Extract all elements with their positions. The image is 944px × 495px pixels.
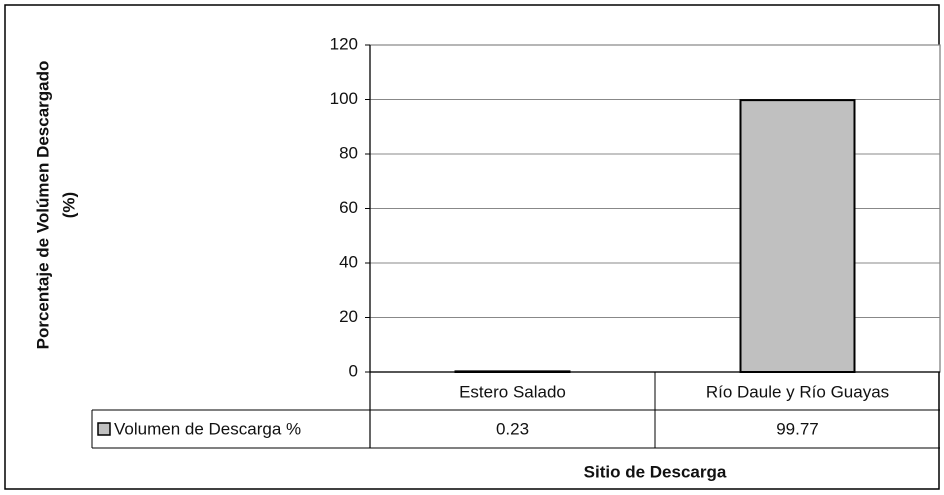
y-tick-label: 80: [339, 143, 358, 162]
x-tick-label: Río Daule y Río Guayas: [706, 382, 889, 401]
y-tick-label: 60: [339, 198, 358, 217]
y-tick-label: 0: [349, 361, 358, 380]
y-tick-label: 100: [330, 89, 358, 108]
legend-label: Volumen de Descarga %: [114, 419, 301, 438]
legend-swatch: [97, 422, 111, 436]
bar: [739, 99, 856, 374]
table-value: 0.23: [496, 419, 529, 438]
x-axis-label: Sitio de Descarga: [584, 462, 727, 481]
bar: [454, 370, 571, 374]
table-value: 99.77: [776, 419, 819, 438]
y-tick-label: 20: [339, 307, 358, 326]
x-tick-label: Estero Salado: [459, 382, 566, 401]
y-axis-label: (%): [59, 192, 78, 218]
y-tick-label: 120: [330, 34, 358, 53]
y-tick-label: 40: [339, 252, 358, 271]
y-axis-label: Porcentaje de Volúmen Descargado: [33, 61, 52, 350]
